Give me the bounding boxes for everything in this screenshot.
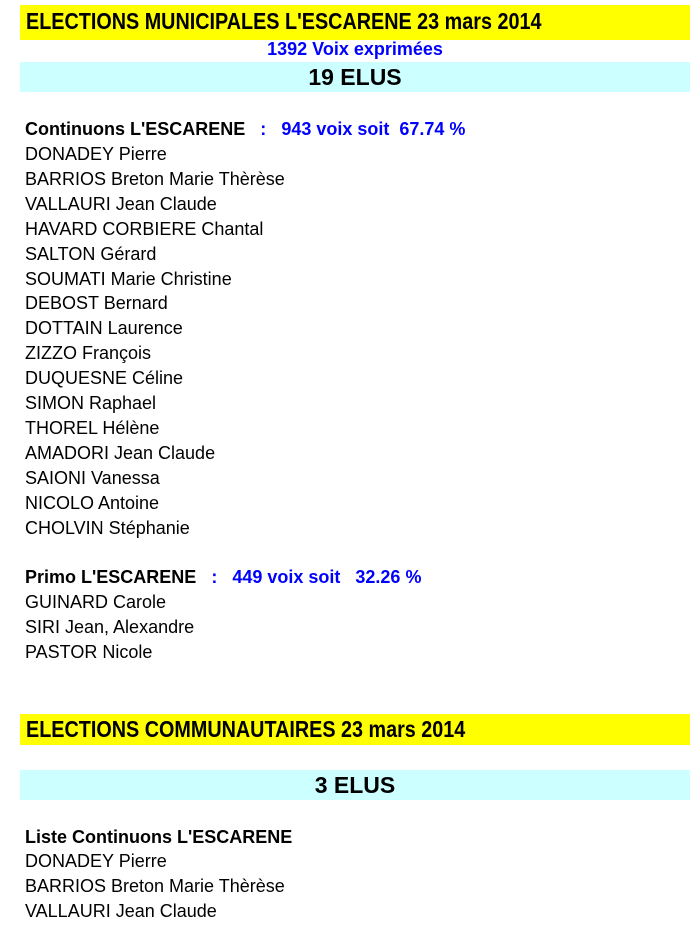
member-name: SAIONI Vanessa (25, 467, 160, 488)
list-separator: : (260, 119, 267, 139)
member-name: DEBOST Bernard (25, 293, 168, 314)
member-name: SIRI Jean, Alexandre (25, 616, 195, 637)
member-name: DUQUESNE Céline (25, 368, 184, 389)
member-name: ZIZZO François (25, 343, 152, 364)
votes-expressed: 1392 Voix exprimées (267, 39, 443, 59)
member-name: BARRIOS Breton Marie Thèrèse (25, 875, 285, 896)
member-name: SIMON Raphael (25, 393, 157, 413)
member-name: SALTON Gérard (25, 243, 157, 264)
member-name: DONADEY Pierre (25, 851, 167, 871)
communautaires-title: ELECTIONS COMMUNAUTAIRES 23 mars 2014 (26, 716, 466, 742)
member-name: CHOLVIN Stéphanie (25, 517, 190, 538)
list-header-primo: Primo L'ESCARENE : 449 voix soit 32.26 % (25, 566, 421, 588)
member-name: VALLAURI Jean Claude (25, 193, 217, 214)
member-name: PASTOR Nicole (25, 641, 153, 662)
member-name: GUINARD Carole (25, 592, 167, 612)
member-name: DOTTAIN Laurence (25, 318, 183, 339)
communautaires-elected-count: 3 ELUS (20, 770, 690, 800)
member-name: NICOLO Antoine (25, 492, 160, 513)
municipales-elected-count: 19 ELUS (20, 62, 690, 92)
list-result: 943 voix soit 67.74 % (281, 119, 466, 139)
member-name: VALLAURI Jean Claude (25, 900, 217, 921)
member-name: HAVARD CORBIERE Chantal (25, 218, 264, 239)
list-header-continuons: Continuons L'ESCARENE : 943 voix soit 67… (25, 118, 465, 140)
list-result: 449 voix soit 32.26 % (232, 567, 422, 587)
member-name: DONADEY Pierre (25, 144, 167, 164)
communautaires-title-bar (20, 714, 690, 745)
municipales-title: ELECTIONS MUNICIPALES L'ESCARENE 23 mars… (26, 8, 542, 34)
municipales-title-bar (20, 5, 690, 40)
member-name: SOUMATI Marie Christine (25, 268, 232, 289)
list-name: Continuons L'ESCARENE (25, 119, 246, 139)
member-name: AMADORI Jean Claude (25, 442, 216, 463)
list-name: Primo L'ESCARENE (25, 567, 197, 587)
member-name: BARRIOS Breton Marie Thèrèse (25, 168, 285, 189)
list-separator: : (211, 567, 218, 587)
communautaires-list-name: Liste Continuons L'ESCARENE (25, 827, 293, 847)
member-name: THOREL Hélène (25, 417, 160, 438)
